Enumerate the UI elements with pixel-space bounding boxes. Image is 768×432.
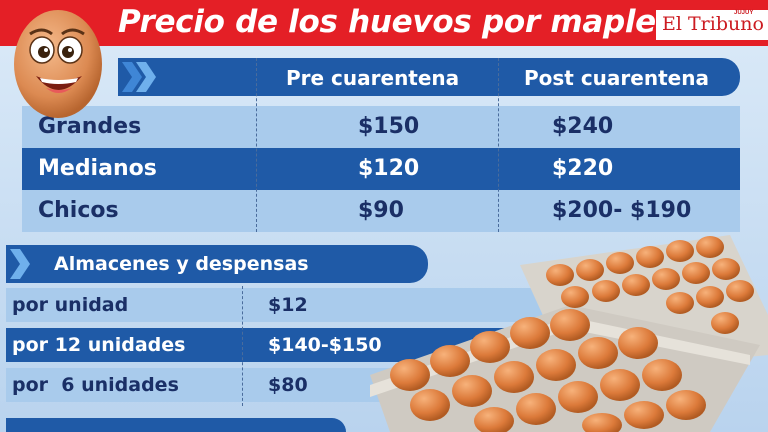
row-post-price: $200- $190	[552, 198, 692, 223]
header-banner: Precio de los huevos por maple El Tribun…	[0, 0, 768, 46]
item-price: $140-$150	[268, 334, 382, 356]
list-item: por unidad $12	[6, 288, 566, 322]
row-pre-price: $150	[358, 114, 420, 139]
item-price: $80	[268, 374, 308, 396]
brand-logo: El Tribuno JUJUY	[656, 10, 768, 40]
column-header-pre: Pre cuarentena	[286, 66, 460, 90]
item-price: $12	[268, 294, 308, 316]
row-post-price: $220	[552, 156, 614, 181]
table-row: Chicos $90 $200- $190	[22, 190, 740, 232]
row-pre-price: $90	[358, 198, 404, 223]
column-header-post: Post cuarentena	[524, 66, 709, 90]
egg-cartons-illustration	[370, 235, 768, 432]
stores-table-header: Almacenes y despensas	[6, 245, 428, 283]
row-label: Grandes	[38, 114, 142, 139]
brand-name: El Tribuno	[662, 13, 764, 35]
egg-mascot-icon	[14, 10, 102, 118]
row-post-price: $240	[552, 114, 614, 139]
table-row: Grandes $150 $240	[22, 106, 740, 148]
item-label: por unidad	[12, 294, 129, 316]
table-row: Medianos $120 $220	[22, 148, 740, 190]
bottom-bar	[6, 418, 346, 432]
column-divider	[242, 286, 243, 406]
row-pre-price: $120	[358, 156, 420, 181]
main-table-header: Pre cuarentena Post cuarentena	[118, 58, 740, 96]
column-divider	[256, 58, 257, 232]
item-label: por 12 unidades	[12, 334, 186, 356]
chevron-right-icon	[10, 249, 30, 279]
row-label: Medianos	[38, 156, 157, 181]
brand-region: JUJUY	[734, 10, 754, 16]
page-title: Precio de los huevos por maple	[118, 4, 656, 40]
item-label: por 6 unidades	[12, 374, 179, 396]
row-label: Chicos	[38, 198, 119, 223]
stores-table-title: Almacenes y despensas	[54, 253, 309, 275]
column-divider	[498, 58, 499, 232]
chevron-right-icon	[122, 62, 156, 92]
